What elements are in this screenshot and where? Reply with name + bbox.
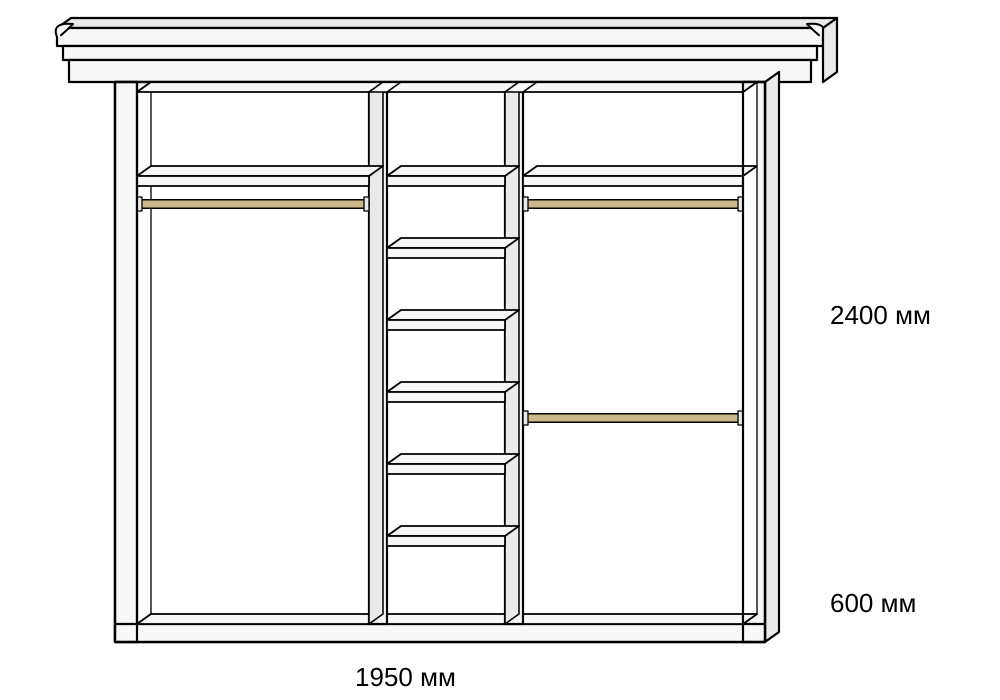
dimension-height: 2400 мм	[830, 300, 931, 331]
cabinet	[56, 18, 837, 642]
dimension-width: 1950 мм	[355, 662, 456, 693]
drawing-stage: 1950 мм 2400 мм 600 мм	[0, 0, 1000, 700]
dimension-depth: 600 мм	[830, 588, 916, 619]
